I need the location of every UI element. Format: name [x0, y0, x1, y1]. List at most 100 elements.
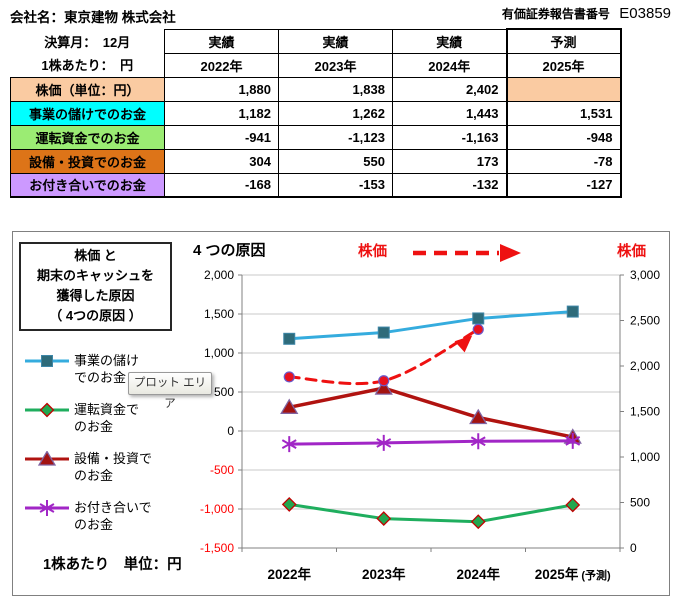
value-cell: -132	[392, 172, 507, 198]
trend-arrow-head-icon	[454, 335, 473, 353]
series-diamond	[281, 496, 581, 530]
plot-area-tooltip: プロット エリア	[128, 372, 212, 410]
series-line	[287, 386, 575, 439]
left-axis-tick-label: 1,500	[204, 307, 234, 321]
fiscal-month-label: 決算月： 12月	[10, 29, 165, 53]
report-number: 有価証券報告書番号 E03859	[502, 5, 671, 23]
table-header-row-type: 決算月： 12月 実績 実績 実績 予測	[10, 28, 622, 54]
value-cell: -168	[164, 172, 279, 198]
value-cell: -78	[505, 148, 622, 174]
company-name: 会社名：東京建物 株式会社	[10, 10, 176, 25]
value-cell: 1,838	[278, 76, 393, 102]
x-axis-label: 2025年 (予測)	[535, 566, 611, 582]
marker-triangle-icon	[37, 451, 57, 466]
chart-canvas: -1,500 -1,000 -500 0 500 1,000 1,500 2,000 0 500 1…	[200, 244, 660, 582]
value-cell: 2,402	[392, 76, 507, 102]
cashflow-table: 決算月： 12月 実績 実績 実績 予測 1株あたり： 円 2022年 2023…	[10, 28, 622, 198]
legend-label: 事業の儲け でのお金	[74, 353, 140, 385]
marker-square-icon	[377, 326, 390, 339]
chart-legend: 事業の儲け でのお金 運転資金で のお金 設備・投資で のお金 お付き合いで のお金	[25, 232, 230, 595]
row-label: 運転資金でのお金	[10, 124, 165, 150]
chart-title-line: （ 4つの原因 ）	[49, 308, 142, 323]
legend-triangle-icon	[25, 451, 69, 466]
table-row: お付き合いでのお金 -168 -153 -132 -127	[10, 172, 622, 198]
left-axis-tick-label: -1,000	[200, 502, 234, 516]
chart-title-line: 株価 と	[74, 248, 117, 263]
legend-item: 設備・投資で のお金	[25, 450, 152, 484]
marker-diamond-icon	[39, 402, 55, 418]
right-axis-tick-label: 500	[630, 496, 650, 510]
value-cell: -1,123	[278, 124, 393, 150]
left-axis-tick-label: 1,000	[204, 346, 234, 360]
marker-asterisk-icon	[565, 432, 581, 449]
legend-square-icon	[25, 355, 69, 367]
report-number-label: 有価証券報告書番号	[501, 7, 610, 21]
marker-diamond-icon	[281, 496, 297, 512]
table-row: 株価（単位：円） 1,880 1,838 2,402	[10, 76, 622, 102]
unit-note: 1株あたり 単位：円	[43, 557, 182, 573]
series-circle	[283, 323, 484, 387]
chart[interactable]: -1,500 -1,000 -500 0 500 1,000 1,500 2,000 0 500 1…	[12, 231, 670, 596]
right-axis-tick-label: 1,500	[630, 405, 660, 419]
marker-circle-icon	[472, 323, 484, 336]
chart-title-line: 期末のキャッシュを	[36, 268, 154, 283]
series-asterisk	[281, 432, 581, 453]
left-axis-tick-label: 500	[214, 385, 234, 399]
value-cell: 1,531	[505, 100, 622, 126]
marker-asterisk-icon	[376, 434, 392, 451]
marker-diamond-icon	[470, 514, 486, 530]
marker-circle-icon	[378, 375, 390, 387]
col-header-year: 2022年	[164, 52, 279, 78]
legend-diamond-icon	[25, 402, 69, 418]
marker-square-icon	[566, 305, 579, 318]
table-row: 設備・投資でのお金 304 550 173 -78	[10, 148, 622, 174]
series-line	[287, 439, 575, 446]
value-cell: 304	[164, 148, 279, 174]
series-square	[283, 305, 579, 345]
value-cell: -1,163	[392, 124, 507, 150]
col-header-type-forecast: 予測	[505, 28, 622, 54]
table-row: 事業の儲けでのお金 1,182 1,262 1,443 1,531	[10, 100, 622, 126]
value-cell	[505, 76, 622, 102]
legend-label: 運転資金で のお金	[74, 402, 140, 434]
col-header-year: 2024年	[392, 52, 507, 78]
marker-square-icon	[283, 332, 296, 345]
marker-asterisk-icon	[470, 433, 486, 450]
col-header-type: 実績	[392, 28, 507, 54]
col-header-type: 実績	[278, 28, 393, 54]
value-cell: 1,880	[164, 76, 279, 102]
stock-price-label-right: 株価	[617, 244, 646, 260]
chart-title-box: 株価 と 期末のキャッシュを 獲得した原因 （ 4つの原因 ）	[19, 242, 172, 331]
left-axis-tick-label: 2,000	[204, 268, 234, 282]
right-axis-tick-label: 2,000	[630, 359, 660, 373]
row-label: 設備・投資でのお金	[10, 148, 165, 174]
report-number-value: E03859	[619, 5, 671, 22]
value-cell: -153	[278, 172, 393, 198]
series-line	[287, 310, 575, 341]
legend-item: 運転資金で のお金	[25, 401, 139, 435]
col-header-year: 2023年	[278, 52, 393, 78]
right-axis-tick-label: 2,500	[630, 314, 660, 328]
legend-asterisk-icon	[25, 500, 69, 516]
marker-square-icon	[472, 312, 485, 325]
legend-label: お付き合いで のお金	[74, 500, 152, 532]
caption-arrow-head-icon	[500, 244, 521, 262]
value-cell: 173	[392, 148, 507, 174]
marker-diamond-icon	[565, 497, 581, 513]
marker-diamond-icon	[376, 511, 392, 527]
marker-circle-icon	[283, 371, 295, 383]
value-cell: -948	[505, 124, 622, 150]
left-axis-tick-label: -500	[210, 463, 234, 477]
chart-caption: 4 つの原因	[193, 242, 266, 259]
right-axis-tick-label: 3,000	[630, 268, 660, 282]
per-share-label: 1株あたり： 円	[10, 53, 165, 77]
marker-triangle-icon	[280, 398, 299, 414]
x-axis-label: 2024年	[456, 566, 500, 582]
legend-item: 事業の儲け でのお金	[25, 352, 139, 386]
value-cell: 1,443	[392, 100, 507, 126]
value-cell: -941	[164, 124, 279, 150]
row-label: 株価（単位：円）	[10, 76, 165, 102]
legend-label: 設備・投資で のお金	[74, 451, 153, 483]
marker-triangle-icon	[469, 408, 488, 425]
